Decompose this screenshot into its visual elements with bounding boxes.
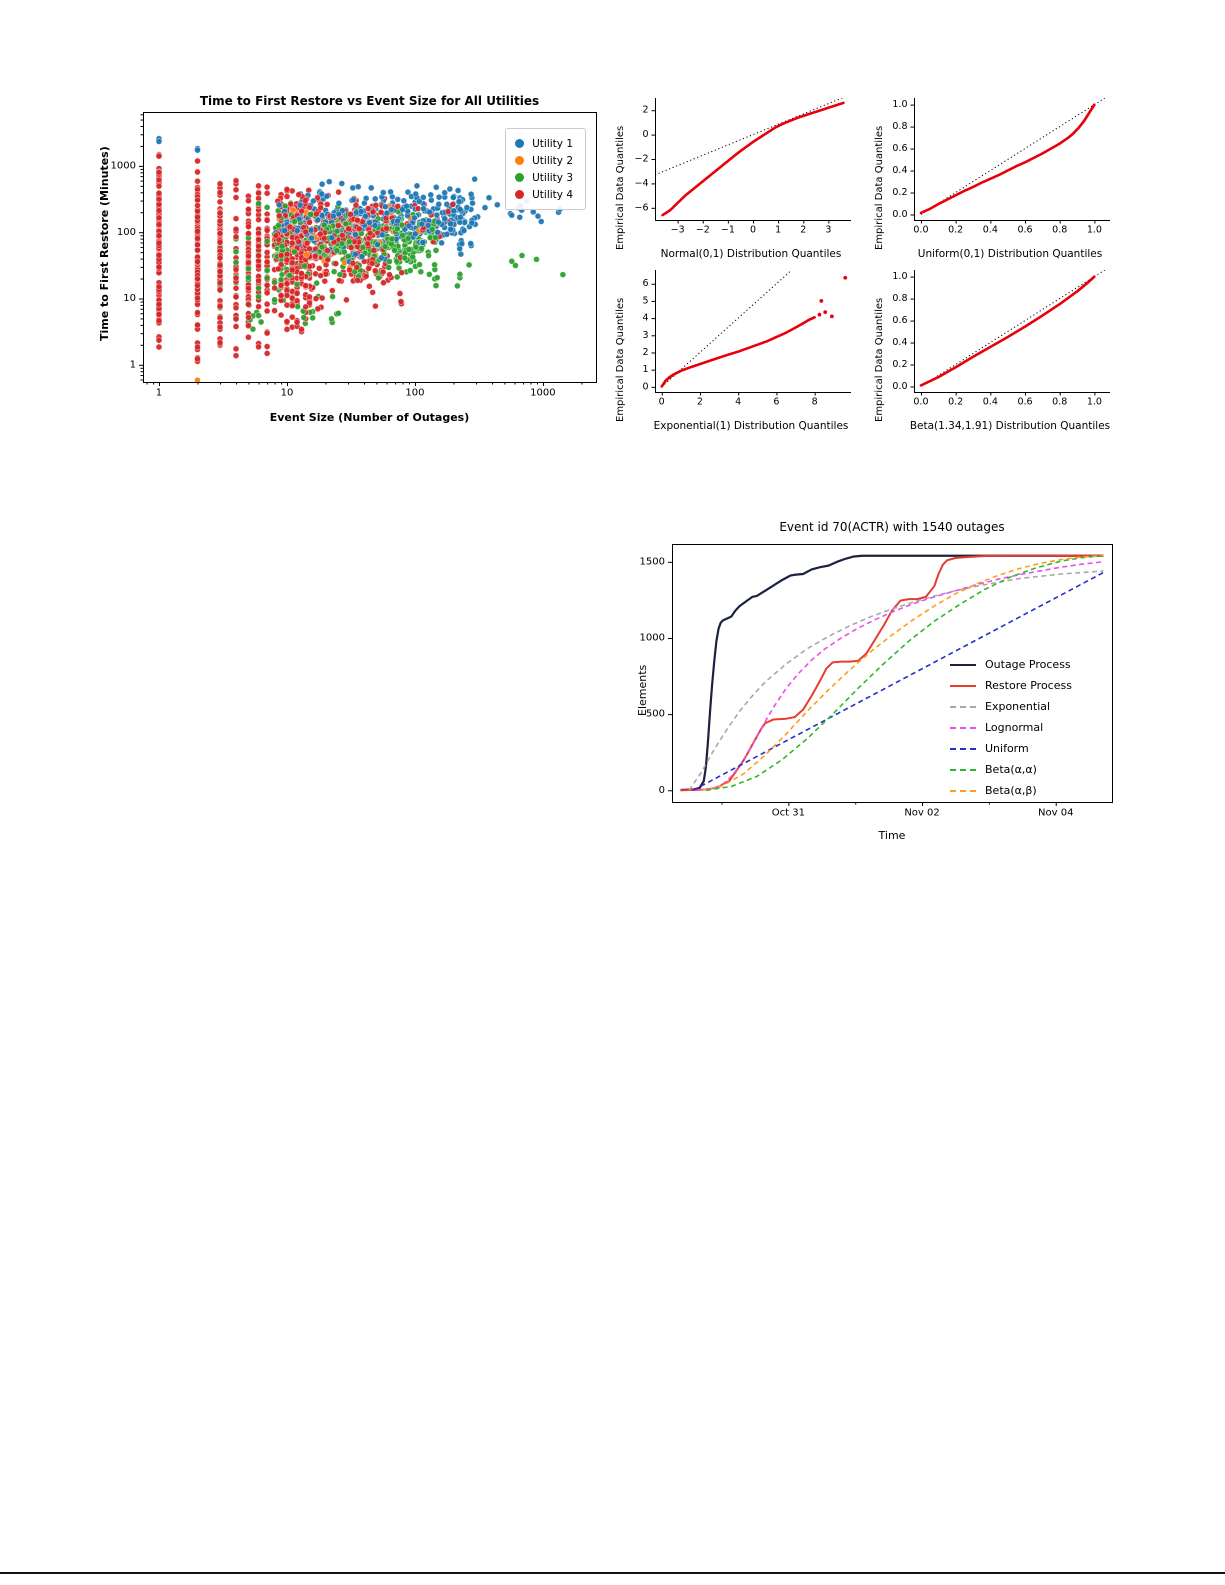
scatter-title: Time to First Restore vs Event Size for … (199, 94, 540, 108)
qq-exponential-ylabel: Empirical Data Quantiles (615, 297, 626, 422)
legend-label: Restore Process (985, 679, 1072, 692)
qq-uniform-canvas (880, 92, 1118, 242)
legend-item: Beta(α,β) (950, 780, 1072, 801)
qq-normal-ylabel: Empirical Data Quantiles (615, 125, 626, 250)
legend-swatch (515, 173, 525, 182)
legend-item: Utility 1 (515, 135, 573, 152)
qq-beta-ylabel: Empirical Data Quantiles (874, 297, 885, 422)
qq-uniform-ylabel: Empirical Data Quantiles (874, 125, 885, 250)
legend-swatch (950, 684, 976, 687)
qq-beta-xlabel: Beta(1.34,1.91) Distribution Quantiles (909, 420, 1111, 432)
legend-label: Exponential (985, 700, 1051, 713)
legend-item: Utility 4 (515, 186, 573, 203)
legend-swatch (515, 156, 525, 165)
legend-swatch (950, 789, 976, 792)
legend-label: Beta(α,β) (985, 784, 1037, 797)
legend-label: Lognormal (985, 721, 1044, 734)
legend-item: Utility 2 (515, 152, 573, 169)
qq-exponential-figure: Empirical Data Quantiles Exponential(1) … (607, 260, 865, 436)
legend-item: Uniform (950, 738, 1072, 759)
legend-item: Lognormal (950, 717, 1072, 738)
legend-label: Utility 4 (532, 188, 573, 201)
qq-uniform-xlabel: Uniform(0,1) Distribution Quantiles (917, 248, 1103, 260)
scatter-ylabel: Time to First Restore (Minutes) (98, 146, 111, 341)
legend-item: Outage Process (950, 654, 1072, 675)
qq-exponential-xlabel: Exponential(1) Distribution Quantiles (653, 420, 849, 432)
legend-item: Restore Process (950, 675, 1072, 696)
scatter-figure: Time to First Restore vs Event Size for … (88, 86, 608, 426)
legend-swatch (515, 190, 525, 199)
qq-uniform-figure: Empirical Data Quantiles Uniform(0,1) Di… (866, 88, 1124, 264)
event-title: Event id 70(ACTR) with 1540 outages (779, 520, 1005, 534)
qq-normal-xlabel: Normal(0,1) Distribution Quantiles (660, 248, 842, 260)
event-xlabel: Time (878, 829, 906, 842)
legend-label: Uniform (985, 742, 1029, 755)
legend-swatch (950, 747, 976, 750)
event-ylabel: Elements (636, 664, 649, 716)
legend-label: Beta(α,α) (985, 763, 1037, 776)
legend-swatch (515, 139, 525, 148)
legend-label: Utility 1 (532, 137, 573, 150)
legend-swatch (950, 726, 976, 729)
legend-label: Outage Process (985, 658, 1071, 671)
legend-item: Utility 3 (515, 169, 573, 186)
qq-normal-figure: Empirical Data Quantiles Normal(0,1) Dis… (607, 88, 865, 264)
legend-item: Beta(α,α) (950, 759, 1072, 780)
legend-label: Utility 2 (532, 154, 573, 167)
legend-swatch (950, 705, 976, 708)
qq-normal-canvas (621, 92, 859, 242)
event-processes-figure: Event id 70(ACTR) with 1540 outages Elem… (630, 516, 1122, 846)
qq-exponential-canvas (621, 264, 859, 414)
legend-swatch (950, 768, 976, 771)
legend-swatch (950, 663, 976, 666)
scatter-legend: Utility 1 Utility 2 Utility 3 Utility 4 (505, 128, 586, 210)
page-bottom-rule (0, 1572, 1225, 1574)
qq-beta-figure: Empirical Data Quantiles Beta(1.34,1.91)… (866, 260, 1124, 436)
qq-beta-canvas (880, 264, 1118, 414)
event-canvas (630, 536, 1122, 826)
scatter-xlabel: Event Size (Number of Outages) (269, 411, 470, 424)
event-legend: Outage Process Restore Process Exponential… (950, 654, 1072, 801)
legend-label: Utility 3 (532, 171, 573, 184)
legend-item: Exponential (950, 696, 1072, 717)
